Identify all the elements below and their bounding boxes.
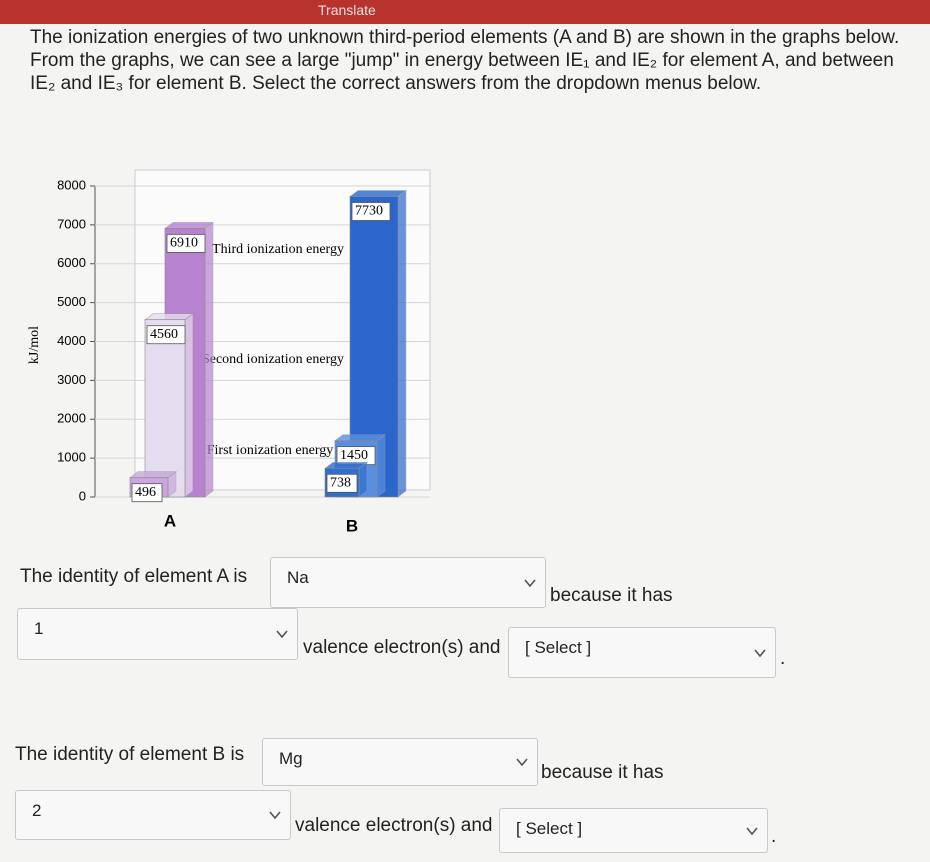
y-tick-label: 8000	[57, 177, 86, 192]
select-value[interactable]: 1	[34, 619, 44, 638]
y-tick-label: 0	[79, 488, 86, 503]
count-select[interactable]: 2	[15, 790, 291, 840]
select-value[interactable]: [ Select ]	[525, 638, 592, 657]
bar-side	[376, 434, 386, 498]
y-tick-label: 7000	[57, 216, 86, 231]
annotation: Third ionization energy	[212, 242, 344, 257]
prompt: valence electron(s) and	[303, 637, 501, 658]
prompt: The identity of element A is	[20, 566, 248, 587]
value-label: 7730	[355, 204, 383, 219]
chevron-line[interactable]	[269, 811, 281, 820]
prompt: because it has	[550, 585, 673, 606]
select-value[interactable]: 2	[32, 801, 42, 820]
y-tick-label: 1000	[57, 450, 86, 465]
chevron-line[interactable]	[524, 578, 536, 587]
bar	[144, 319, 186, 498]
prompt: because it has	[541, 762, 664, 783]
y-axis-label: kJ/mol	[27, 326, 42, 364]
bar-side	[397, 189, 407, 498]
bar-top	[334, 434, 386, 441]
prompt: valence electron(s) and	[295, 815, 493, 836]
value-label: 1450	[340, 448, 368, 463]
annotation: First ionization energy	[207, 443, 334, 458]
identity-select[interactable]: Mg	[262, 738, 538, 786]
value-label-box	[166, 233, 206, 253]
chevron[interactable]	[268, 810, 282, 820]
y-tick-label: 2000	[57, 411, 86, 426]
bar-side	[358, 461, 368, 498]
reason-select[interactable]: [ Select ]	[508, 627, 776, 678]
value-label: 4560	[150, 327, 178, 342]
prompt: .	[780, 648, 786, 669]
y-tick-label: 6000	[57, 255, 86, 270]
select-value[interactable]: [ Select ]	[516, 819, 583, 838]
chevron-line[interactable]	[276, 630, 288, 639]
bar-top	[349, 190, 407, 197]
banner-text[interactable]: Translate	[318, 2, 376, 18]
chevron-line[interactable]	[746, 826, 758, 835]
y-tick-label: 4000	[57, 333, 86, 348]
prompt: .	[771, 826, 777, 847]
value-label-box	[131, 483, 163, 503]
annotation: Second ionization energy	[202, 352, 344, 367]
value-label-box	[351, 202, 391, 221]
select-value[interactable]: Na	[287, 568, 309, 587]
chevron[interactable]	[275, 629, 289, 639]
select-value[interactable]: Mg	[279, 749, 303, 768]
value-label: 738	[330, 476, 351, 491]
chevron[interactable]	[745, 826, 759, 836]
y-tick-label: 5000	[57, 294, 86, 309]
value-label: 496	[135, 485, 156, 500]
category-label: B	[346, 516, 358, 535]
value-label-box	[326, 473, 358, 493]
reason-select[interactable]: [ Select ]	[499, 808, 768, 853]
chevron[interactable]	[523, 578, 537, 588]
banner: Translate	[0, 0, 930, 24]
y-tick-label: 3000	[57, 372, 86, 387]
chevron[interactable]	[515, 757, 529, 767]
question-text: The ionization energies of two unknown t…	[30, 27, 900, 94]
chart: kJ/mol Third ionization energy Second io…	[27, 169, 431, 535]
chevron[interactable]	[753, 648, 767, 658]
count-select[interactable]: 1	[17, 608, 298, 660]
bar-side	[204, 221, 214, 498]
prompt: The identity of element B is	[15, 744, 245, 765]
chevron-line[interactable]	[754, 648, 766, 657]
value-label: 6910	[170, 236, 198, 251]
value-label-box	[146, 325, 186, 345]
category-label: A	[164, 511, 176, 530]
identity-select[interactable]: Na	[270, 557, 546, 608]
chevron-line[interactable]	[516, 758, 528, 767]
bar-side	[184, 313, 194, 498]
